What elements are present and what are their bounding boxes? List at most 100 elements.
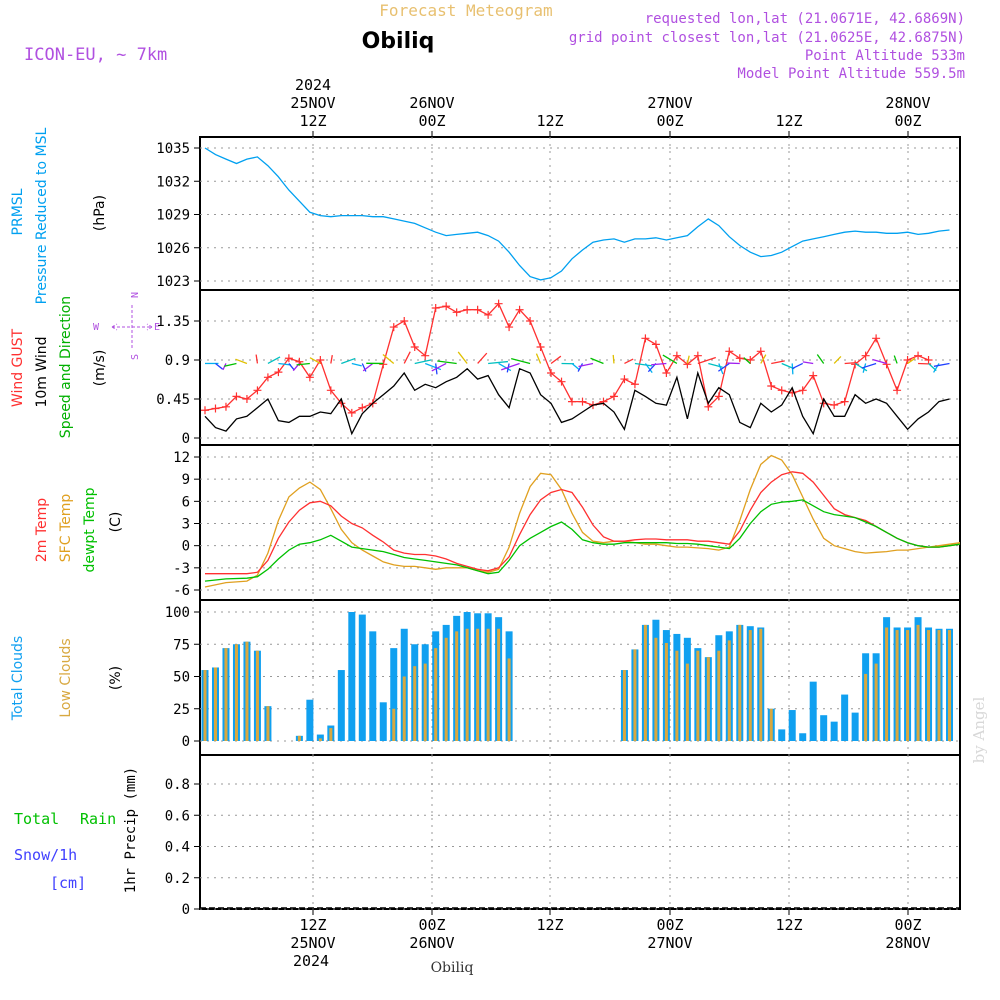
panel-frame	[199, 444, 961, 601]
wind-direction-arrow	[697, 356, 716, 365]
low-cloud-bar	[245, 641, 249, 741]
total-cloud-bar	[788, 710, 796, 741]
y-tick-label: -3	[173, 561, 190, 577]
compass-rose: W E N S	[93, 292, 160, 360]
wind-direction-arrow	[893, 355, 898, 364]
date-label-bottom: 28NOV	[885, 934, 930, 952]
low-cloud-bar	[318, 738, 322, 741]
wind-direction-arrow	[351, 362, 362, 367]
wind-direction-arrow	[403, 351, 411, 364]
gust-point	[693, 351, 702, 360]
low-cloud-bar	[916, 624, 920, 741]
wind-direction-arrow	[255, 354, 259, 364]
total-cloud-bar	[830, 721, 838, 741]
y-tick-label: 25	[173, 702, 190, 718]
total-cloud-bar	[379, 702, 387, 741]
gust-point	[232, 392, 241, 401]
gust-point	[767, 382, 776, 390]
y-tick-label: 3	[182, 517, 190, 533]
wind-direction-arrow	[634, 362, 653, 367]
low-cloud-bar	[696, 650, 700, 741]
gust-point	[389, 323, 398, 332]
y-tick-label: 1026	[156, 241, 190, 257]
time-tick-label-bottom: 00Z	[656, 916, 683, 934]
gust-point	[620, 375, 629, 384]
low-cloud-bar	[633, 649, 637, 741]
gust-point	[599, 397, 608, 406]
time-tick-label-bottom: 12Z	[536, 916, 563, 934]
wind-direction-arrow	[791, 362, 803, 370]
y-tick-label: 0.6	[165, 808, 190, 824]
low-cloud-bar	[759, 628, 763, 741]
date-label-top: 27NOV	[647, 94, 692, 112]
low-cloud-bar	[444, 637, 448, 741]
wind-direction-arrow	[457, 351, 468, 364]
gust-point	[641, 334, 650, 343]
gust-point	[578, 397, 587, 406]
gust-point	[484, 310, 493, 319]
wind-direction-arrow	[743, 357, 751, 364]
total-cloud-bar	[390, 648, 398, 741]
wind-direction-arrow	[511, 358, 531, 365]
low-cloud-bar	[895, 630, 899, 741]
total-clouds-label: Total Clouds	[10, 636, 26, 721]
low-cloud-bar	[476, 628, 480, 741]
wind-direction-arrow	[862, 363, 867, 373]
low-cloud-bar	[685, 663, 689, 741]
rain-label: Rain	[80, 810, 116, 828]
wind-direction-arrow	[571, 362, 580, 371]
time-tick-label-bottom: 12Z	[775, 916, 802, 934]
sfc-temp-line	[204, 454, 961, 588]
gust-point	[211, 404, 220, 413]
wind-direction-arrow	[424, 362, 442, 371]
gust-point	[505, 323, 514, 332]
cloud-labels: Total Clouds Low Clouds (%)	[10, 636, 124, 721]
gust-point	[662, 369, 671, 377]
snow-label: Snow/1h	[14, 846, 77, 864]
gust-point	[347, 408, 356, 417]
gust-point	[630, 380, 639, 389]
wind-direction-arrow	[718, 362, 730, 372]
low-cloud-bar	[706, 657, 710, 741]
total-cloud-bar	[348, 612, 356, 741]
wind-direction-arrow	[624, 358, 634, 365]
snow-unit-label: [cm]	[50, 874, 86, 892]
gust-point	[536, 343, 545, 351]
prmsl-unit-label: (hPa)	[92, 195, 108, 231]
time-tick-label-top: 12Z	[299, 112, 326, 130]
low-cloud-bar	[864, 673, 868, 741]
wind-direction-arrow	[501, 362, 520, 371]
total-cloud-bar	[778, 729, 786, 741]
date-label-bottom: 26NOV	[409, 934, 454, 952]
low-cloud-bar	[738, 624, 742, 741]
low-cloud-bar	[465, 628, 469, 741]
low-cloud-bar	[769, 708, 773, 741]
low-cloud-bar	[885, 627, 889, 741]
dewpt-label: dewpt Temp	[82, 487, 98, 572]
gust-line	[204, 302, 929, 414]
gust-point	[914, 351, 923, 360]
gust-point	[242, 395, 251, 403]
wind-direction-arrow	[907, 357, 916, 365]
compass-s: S	[130, 354, 141, 360]
low-cloud-bar	[486, 628, 490, 741]
gust-point	[515, 305, 524, 314]
y-tick-label: 1029	[156, 208, 190, 224]
gust-point	[379, 360, 388, 369]
model-altitude: Model Point Altitude 559.5m	[737, 66, 965, 82]
total-cloud-bar	[799, 733, 807, 741]
gust-point	[735, 354, 744, 363]
model-label: ICON-EU, ~ 7km	[24, 45, 167, 65]
low-cloud-bar	[402, 676, 406, 741]
gust-point	[893, 386, 902, 395]
gridpoint-coords: grid point closest lon,lat (21.0625E, 42…	[569, 30, 965, 46]
low-cloud-bar	[497, 628, 501, 741]
gust-point	[326, 386, 335, 395]
wind-direction-arrow	[437, 360, 457, 365]
gust-point	[861, 351, 870, 360]
wind-direction-arrow	[267, 356, 281, 365]
low-cloud-bar	[234, 644, 238, 741]
y-tick-label: 75	[173, 637, 190, 653]
wind-direction-arrow	[933, 363, 940, 373]
requested-coords: requested lon,lat (21.0671E, 42.6869N)	[645, 11, 965, 27]
